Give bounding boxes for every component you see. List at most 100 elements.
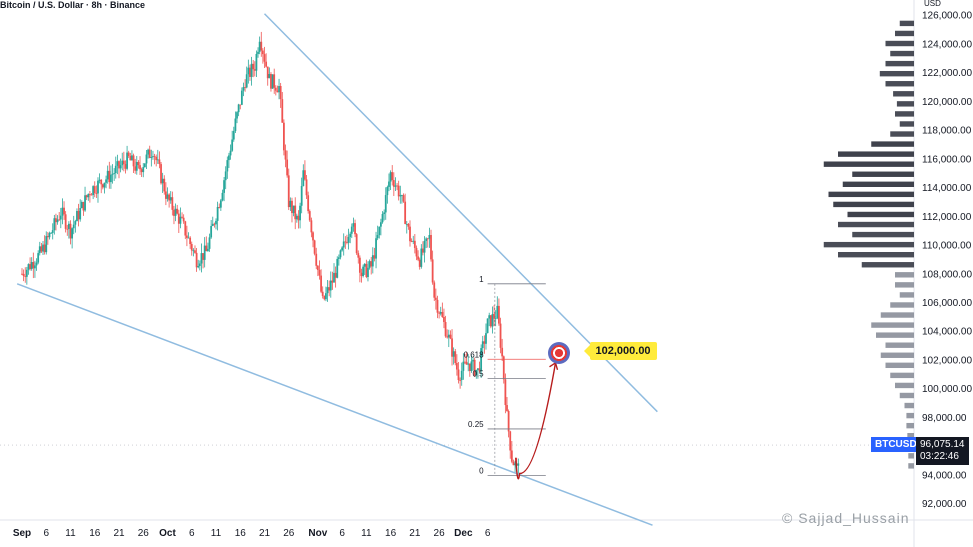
candle-body-100 bbox=[182, 217, 185, 222]
volume-profile-bar-3 bbox=[890, 50, 914, 57]
candle-body-233 bbox=[397, 185, 400, 197]
candle-body-252 bbox=[428, 235, 431, 239]
candle-body-256 bbox=[434, 297, 437, 300]
candle-body-273 bbox=[462, 361, 465, 371]
candle-body-277 bbox=[468, 363, 471, 372]
volume-profile-bar-39 bbox=[906, 412, 914, 419]
candle-body-6 bbox=[30, 262, 33, 269]
candle-body-276 bbox=[467, 363, 470, 365]
candle-body-129 bbox=[229, 150, 232, 156]
candle-body-203 bbox=[349, 233, 352, 237]
volume-profile-bar-34 bbox=[885, 362, 914, 369]
x-tick-label-1: 6 bbox=[43, 528, 49, 539]
candle-body-189 bbox=[326, 287, 329, 294]
volume-profile-bar-6 bbox=[885, 81, 914, 87]
candle-body-43 bbox=[90, 194, 93, 196]
candle-body-1 bbox=[22, 273, 25, 277]
y-tick-label-4: 100,000.00 bbox=[922, 384, 972, 395]
candle-body-267 bbox=[452, 351, 455, 357]
candle-body-260 bbox=[441, 312, 444, 318]
candle-body-297 bbox=[501, 347, 504, 357]
y-tick-label-1: 94,000.00 bbox=[922, 470, 967, 481]
candle-body-74 bbox=[140, 169, 143, 173]
candle-body-37 bbox=[80, 201, 83, 209]
candle-body-24 bbox=[59, 215, 62, 220]
fib-label-2: 0.5 bbox=[472, 370, 484, 379]
candle-body-109 bbox=[197, 266, 200, 268]
volume-profile-bar-14 bbox=[823, 161, 914, 167]
candle-body-80 bbox=[150, 157, 153, 158]
x-tick-label-12: Nov bbox=[308, 528, 327, 539]
candle-body-275 bbox=[465, 361, 468, 365]
x-tick-label-0: Sep bbox=[13, 528, 31, 539]
candle-body-170 bbox=[295, 215, 298, 220]
candle-body-245 bbox=[417, 256, 419, 260]
y-tick-label-10: 112,000.00 bbox=[922, 212, 972, 223]
candle-body-261 bbox=[443, 317, 445, 323]
candle-body-216 bbox=[370, 261, 373, 267]
candle-body-166 bbox=[289, 200, 292, 208]
candle-body-96 bbox=[176, 208, 179, 214]
candle-body-30 bbox=[69, 223, 72, 239]
candle-body-111 bbox=[200, 253, 203, 264]
candle-body-79 bbox=[148, 149, 151, 158]
y-tick-label-3: 98,000.00 bbox=[922, 413, 967, 424]
x-tick-label-5: 26 bbox=[138, 528, 150, 539]
volume-profile-bar-24 bbox=[861, 262, 914, 268]
candle-body-141 bbox=[249, 67, 251, 77]
candle-body-274 bbox=[464, 361, 466, 363]
volume-profile-bar-18 bbox=[833, 201, 914, 208]
candle-body-241 bbox=[410, 241, 413, 242]
candle-body-0 bbox=[21, 273, 23, 275]
candle-body-75 bbox=[142, 167, 145, 173]
candle-body-90 bbox=[166, 194, 169, 199]
y-tick-label-16: 124,000.00 bbox=[922, 39, 972, 50]
candle-body-69 bbox=[132, 155, 135, 167]
candle-body-292 bbox=[493, 314, 495, 319]
x-tick-label-17: 26 bbox=[434, 528, 446, 539]
candle-body-4 bbox=[27, 264, 30, 270]
candle-body-56 bbox=[111, 173, 114, 175]
volume-profile-bar-28 bbox=[890, 302, 914, 308]
candle-body-57 bbox=[113, 173, 116, 174]
candle-body-206 bbox=[354, 223, 356, 235]
candle-body-20 bbox=[53, 218, 56, 231]
candle-body-102 bbox=[186, 235, 188, 238]
candle-body-253 bbox=[430, 235, 432, 260]
candle-body-305 bbox=[514, 463, 516, 466]
x-tick-label-15: 16 bbox=[385, 528, 397, 539]
candle-body-131 bbox=[232, 130, 235, 140]
candle-body-232 bbox=[396, 185, 398, 187]
candle-body-161 bbox=[281, 99, 284, 123]
candle-body-39 bbox=[84, 195, 86, 211]
volume-profile-bar-22 bbox=[823, 241, 914, 248]
candle-body-226 bbox=[386, 186, 389, 196]
y-tick-label-13: 118,000.00 bbox=[922, 126, 972, 137]
candle-body-195 bbox=[336, 258, 339, 278]
candle-body-175 bbox=[304, 170, 306, 180]
trendline-1 bbox=[16, 283, 653, 526]
volume-profile-bar-19 bbox=[847, 211, 914, 218]
candle-body-112 bbox=[202, 253, 204, 260]
candle-body-78 bbox=[147, 149, 149, 155]
candle-body-72 bbox=[137, 161, 140, 166]
candle-body-127 bbox=[226, 160, 229, 172]
candle-body-220 bbox=[376, 235, 379, 239]
candle-body-177 bbox=[307, 195, 310, 212]
candle-body-123 bbox=[219, 200, 222, 208]
volume-profile-bar-25 bbox=[895, 272, 914, 278]
candle-body-114 bbox=[205, 245, 208, 252]
candle-body-234 bbox=[399, 195, 402, 197]
candle-body-28 bbox=[66, 228, 69, 230]
candle-body-201 bbox=[346, 242, 348, 243]
candle-body-270 bbox=[457, 369, 460, 381]
candle-body-279 bbox=[472, 359, 474, 362]
volume-profile-bar-36 bbox=[895, 382, 914, 389]
candle-body-193 bbox=[333, 272, 335, 283]
candle-body-150 bbox=[263, 54, 266, 62]
candle-body-146 bbox=[257, 51, 259, 54]
candle-body-298 bbox=[502, 356, 505, 380]
candle-body-110 bbox=[198, 263, 201, 267]
candle-body-304 bbox=[512, 461, 515, 466]
